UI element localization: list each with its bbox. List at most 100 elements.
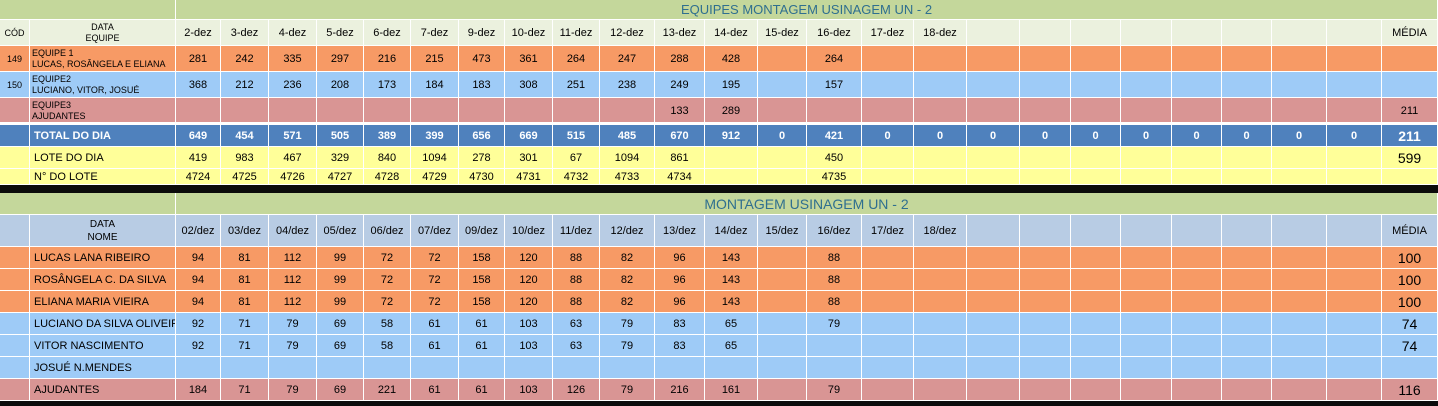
person-cod-5[interactable] [0, 357, 30, 379]
lote-cell-19[interactable] [1121, 147, 1172, 169]
person-3-cell-3[interactable]: 69 [317, 313, 364, 335]
person-1-cell-9[interactable]: 82 [600, 269, 655, 291]
team-2-cell-2[interactable] [269, 98, 317, 124]
nlote-cell-12[interactable] [758, 169, 807, 185]
person-3-cell-18[interactable] [1071, 313, 1121, 335]
team-0-cell-14[interactable] [862, 46, 914, 72]
team-name-2[interactable]: EQUIPE3 AJUDANTES [30, 98, 176, 124]
team-2-cell-20[interactable] [1172, 98, 1222, 124]
total-cell-17[interactable]: 0 [1020, 125, 1071, 147]
lote-cell-10[interactable]: 861 [655, 147, 705, 169]
team-name-1[interactable]: EQUIPE2 LUCIANO, VITOR, JOSUÉ [30, 72, 176, 98]
person-cod-0[interactable] [0, 247, 30, 269]
team-cod-2[interactable] [0, 98, 30, 124]
date2-header-cell-17[interactable] [1020, 215, 1071, 247]
person-6-cell-0[interactable]: 184 [176, 379, 221, 401]
team-0-cell-23[interactable] [1327, 46, 1382, 72]
date2-header-cell-14[interactable]: 17/dez [862, 215, 914, 247]
team-1-cell-3[interactable]: 208 [317, 72, 364, 98]
person-4-cell-13[interactable] [807, 335, 862, 357]
total-cod[interactable] [0, 125, 30, 147]
team-0-cell-17[interactable] [1020, 46, 1071, 72]
lote-cod[interactable] [0, 147, 30, 169]
person-3-cell-13[interactable]: 79 [807, 313, 862, 335]
lote-cell-22[interactable] [1272, 147, 1327, 169]
team-2-cell-15[interactable] [914, 98, 967, 124]
person-6-cell-9[interactable]: 79 [600, 379, 655, 401]
person-2-cell-2[interactable]: 112 [269, 291, 317, 313]
total-cell-18[interactable]: 0 [1071, 125, 1121, 147]
team-1-cell-23[interactable] [1327, 72, 1382, 98]
date2-header-cell-20[interactable] [1172, 215, 1222, 247]
team-0-cell-3[interactable]: 297 [317, 46, 364, 72]
person-cod-3[interactable] [0, 313, 30, 335]
date2-header-cell-0[interactable]: 02/dez [176, 215, 221, 247]
lote-cell-9[interactable]: 1094 [600, 147, 655, 169]
team-1-cell-11[interactable]: 195 [705, 72, 758, 98]
team-1-cell-14[interactable] [862, 72, 914, 98]
person-2-cell-5[interactable]: 72 [411, 291, 459, 313]
team-1-cell-22[interactable] [1272, 72, 1327, 98]
person-4-cell-3[interactable]: 69 [317, 335, 364, 357]
team-2-cell-17[interactable] [1020, 98, 1071, 124]
team-2-cell-16[interactable] [967, 98, 1020, 124]
nlote-cell-16[interactable] [967, 169, 1020, 185]
team-0-cell-18[interactable] [1071, 46, 1121, 72]
person-1-cell-2[interactable]: 112 [269, 269, 317, 291]
person-4-cell-11[interactable]: 65 [705, 335, 758, 357]
person-4-cell-12[interactable] [758, 335, 807, 357]
nlote-cell-6[interactable]: 4730 [459, 169, 505, 185]
team-2-cell-18[interactable] [1071, 98, 1121, 124]
total-cell-21[interactable]: 0 [1222, 125, 1272, 147]
person-6-cell-2[interactable]: 79 [269, 379, 317, 401]
total-cell-14[interactable]: 0 [862, 125, 914, 147]
lote-cell-2[interactable]: 467 [269, 147, 317, 169]
person-1-cell-15[interactable] [914, 269, 967, 291]
person-0-cell-16[interactable] [967, 247, 1020, 269]
person-4-cell-22[interactable] [1272, 335, 1327, 357]
person-2-cell-9[interactable]: 82 [600, 291, 655, 313]
person-6-cell-17[interactable] [1020, 379, 1071, 401]
person-3-cell-0[interactable]: 92 [176, 313, 221, 335]
date2-header-cell-19[interactable] [1121, 215, 1172, 247]
nlote-cell-20[interactable] [1172, 169, 1222, 185]
team-0-cell-12[interactable] [758, 46, 807, 72]
person-1-cell-8[interactable]: 88 [553, 269, 600, 291]
team-0-cell-2[interactable]: 335 [269, 46, 317, 72]
lote-cell-5[interactable]: 1094 [411, 147, 459, 169]
person-media-0[interactable]: 100 [1382, 247, 1438, 269]
person-1-cell-13[interactable]: 88 [807, 269, 862, 291]
team-2-cell-12[interactable] [758, 98, 807, 124]
person-6-cell-14[interactable] [862, 379, 914, 401]
nlote-cell-22[interactable] [1272, 169, 1327, 185]
person-0-cell-15[interactable] [914, 247, 967, 269]
person-4-cell-16[interactable] [967, 335, 1020, 357]
team-media-0[interactable] [1382, 46, 1438, 72]
date2-header-cell-21[interactable] [1222, 215, 1272, 247]
person-2-cell-6[interactable]: 158 [459, 291, 505, 313]
person-6-cell-11[interactable]: 161 [705, 379, 758, 401]
person-0-cell-1[interactable]: 81 [221, 247, 269, 269]
team-0-cell-19[interactable] [1121, 46, 1172, 72]
person-3-cell-10[interactable]: 83 [655, 313, 705, 335]
team-0-cell-10[interactable]: 288 [655, 46, 705, 72]
person-3-cell-22[interactable] [1272, 313, 1327, 335]
person-5-cell-19[interactable] [1121, 357, 1172, 379]
total-cell-5[interactable]: 399 [411, 125, 459, 147]
person-2-cell-10[interactable]: 96 [655, 291, 705, 313]
team-0-cell-11[interactable]: 428 [705, 46, 758, 72]
lote-cell-4[interactable]: 840 [364, 147, 411, 169]
date-header-cell-10[interactable]: 13-dez [655, 20, 705, 46]
person-5-cell-7[interactable] [505, 357, 553, 379]
person-5-cell-0[interactable] [176, 357, 221, 379]
team-1-cell-1[interactable]: 212 [221, 72, 269, 98]
date-header-cell-2[interactable]: 4-dez [269, 20, 317, 46]
person-3-cell-16[interactable] [967, 313, 1020, 335]
person-name-1[interactable]: ROSÂNGELA C. DA SILVA [30, 269, 176, 291]
header2-cod[interactable] [0, 215, 30, 247]
person-5-cell-6[interactable] [459, 357, 505, 379]
person-media-3[interactable]: 74 [1382, 313, 1438, 335]
total-cell-3[interactable]: 505 [317, 125, 364, 147]
person-4-cell-6[interactable]: 61 [459, 335, 505, 357]
team-2-cell-13[interactable] [807, 98, 862, 124]
